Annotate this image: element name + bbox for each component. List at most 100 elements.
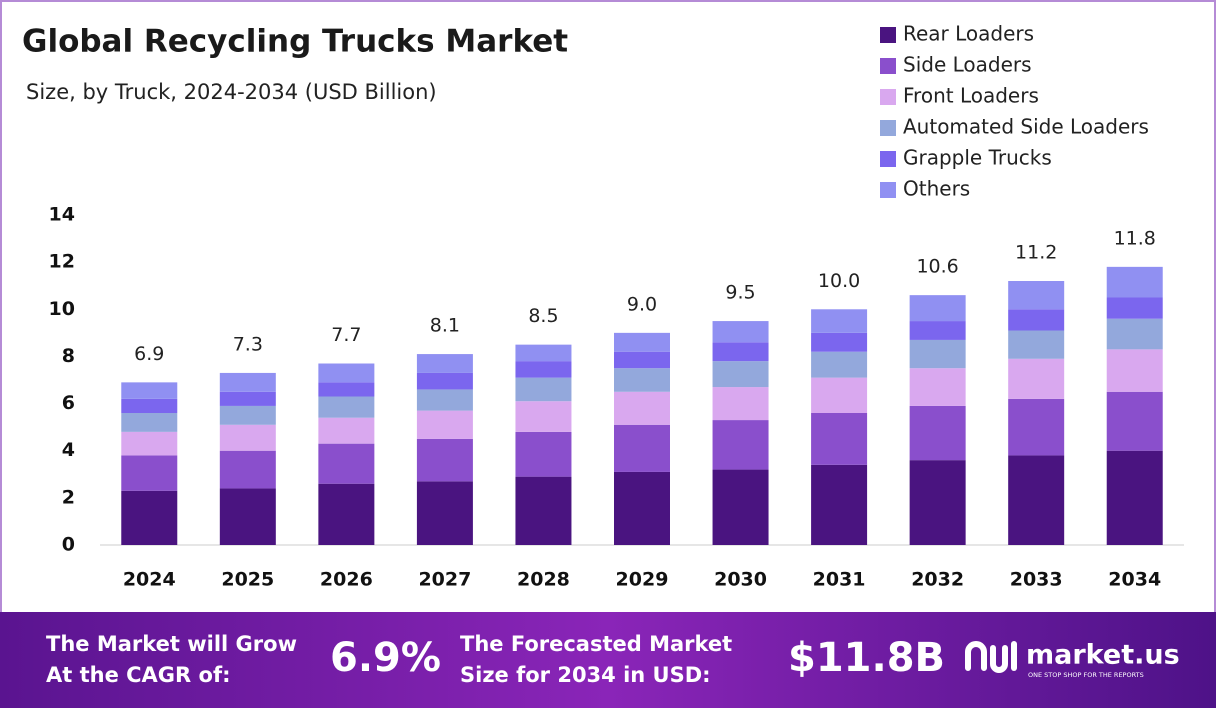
bar-segment [416, 389, 473, 411]
footer-text: The Forecasted Market [460, 632, 732, 656]
bar-segment [219, 488, 276, 545]
bar-segment [416, 410, 473, 439]
bar-segment [121, 455, 178, 491]
bar-segment [318, 396, 375, 418]
bar-segment [318, 363, 375, 383]
bar-segment [121, 398, 178, 413]
bar-segment [416, 372, 473, 390]
bar-segment [614, 471, 670, 545]
bar-segment [1106, 266, 1163, 298]
bar-segment [219, 424, 276, 451]
legend-swatch [880, 120, 896, 136]
total-label: 11.2 [1015, 242, 1057, 264]
footer-text: At the CAGR of: [46, 663, 231, 687]
x-tick-label: 2033 [1010, 569, 1063, 591]
legend-label: Automated Side Loaders [903, 115, 1149, 139]
bar-segment [515, 361, 572, 378]
legend-label: Side Loaders [903, 53, 1032, 77]
tagline: ONE STOP SHOP FOR THE REPORTS [1028, 671, 1144, 679]
total-label: 8.1 [430, 315, 460, 337]
total-label: 9.5 [725, 282, 755, 304]
logo-icon [965, 641, 1017, 673]
y-tick-label: 0 [62, 534, 75, 556]
y-tick-label: 4 [62, 439, 75, 461]
bar-segment [712, 361, 769, 388]
bar-segment [712, 420, 769, 470]
total-label: 10.6 [916, 256, 958, 278]
x-tick-label: 2031 [813, 569, 866, 591]
bar-segment [811, 377, 868, 413]
bar-segment [515, 377, 572, 402]
bar-segment [1008, 398, 1065, 456]
bar-segment [121, 490, 178, 545]
x-tick-label: 2024 [123, 569, 176, 591]
bar-segment [811, 351, 868, 378]
bar-segment [515, 344, 572, 362]
bar-segment [1008, 455, 1065, 545]
chart-subtitle: Size, by Truck, 2024-2034 (USD Billion) [26, 80, 437, 104]
legend-label: Rear Loaders [903, 22, 1034, 46]
x-tick-label: 2028 [517, 569, 570, 591]
x-tick-label: 2026 [320, 569, 373, 591]
bar-segment [219, 405, 276, 425]
footer-value: $11.8B [788, 635, 945, 681]
total-label: 8.5 [528, 305, 558, 327]
bar-segment [318, 382, 375, 397]
bar-segment [811, 464, 868, 545]
bar-segment [121, 413, 178, 432]
bar-segment [1008, 358, 1065, 399]
x-tick-label: 2030 [714, 569, 767, 591]
legend-swatch [880, 151, 896, 167]
bar-segment [515, 431, 572, 477]
legend-swatch [880, 58, 896, 74]
bar-segment [318, 443, 375, 484]
bar-segment [1106, 349, 1163, 392]
total-label: 11.8 [1114, 227, 1156, 249]
bar-segment [811, 309, 868, 333]
bar-segment [1008, 330, 1065, 359]
bar-segment [1106, 318, 1163, 350]
y-tick-label: 8 [62, 345, 75, 367]
total-label: 7.3 [233, 333, 263, 355]
bar-segment [1106, 297, 1163, 319]
bar-segment [318, 483, 375, 545]
chart-title: Global Recycling Trucks Market [22, 24, 568, 60]
bar-segment [614, 351, 670, 369]
bar-segment [909, 339, 966, 369]
x-tick-label: 2029 [616, 569, 669, 591]
bar-segment [909, 405, 966, 461]
bar-segment [121, 431, 178, 456]
bar-segment [614, 332, 670, 352]
legend-swatch [880, 27, 896, 43]
legend-swatch [880, 89, 896, 105]
bar-segment [219, 391, 276, 406]
bar-segment [318, 417, 375, 444]
x-tick-label: 2025 [221, 569, 274, 591]
total-label: 9.0 [627, 293, 657, 315]
bar-segment [515, 401, 572, 432]
bar-segment [515, 476, 572, 545]
bar-segment [1106, 391, 1163, 451]
bar-segment [121, 382, 178, 399]
bar-segment [712, 387, 769, 421]
total-label: 6.9 [134, 343, 164, 365]
bar-segment [614, 391, 670, 425]
y-tick-label: 14 [49, 204, 75, 226]
total-label: 10.0 [818, 270, 860, 292]
bar-segment [219, 450, 276, 489]
bar-segment [219, 372, 276, 392]
total-label: 7.7 [331, 324, 361, 346]
bar-segment [909, 295, 966, 322]
brand: market.us [1026, 640, 1180, 671]
footer-value: 6.9% [330, 635, 441, 681]
y-tick-label: 12 [49, 251, 75, 273]
bar-segment [909, 321, 966, 340]
legend-swatch [880, 182, 896, 198]
bar-segment [416, 481, 473, 545]
bar-segment [1008, 309, 1065, 331]
bar-segment [614, 424, 670, 472]
bar-segment [1106, 450, 1163, 545]
x-tick-label: 2032 [911, 569, 964, 591]
bar-segment [811, 332, 868, 352]
